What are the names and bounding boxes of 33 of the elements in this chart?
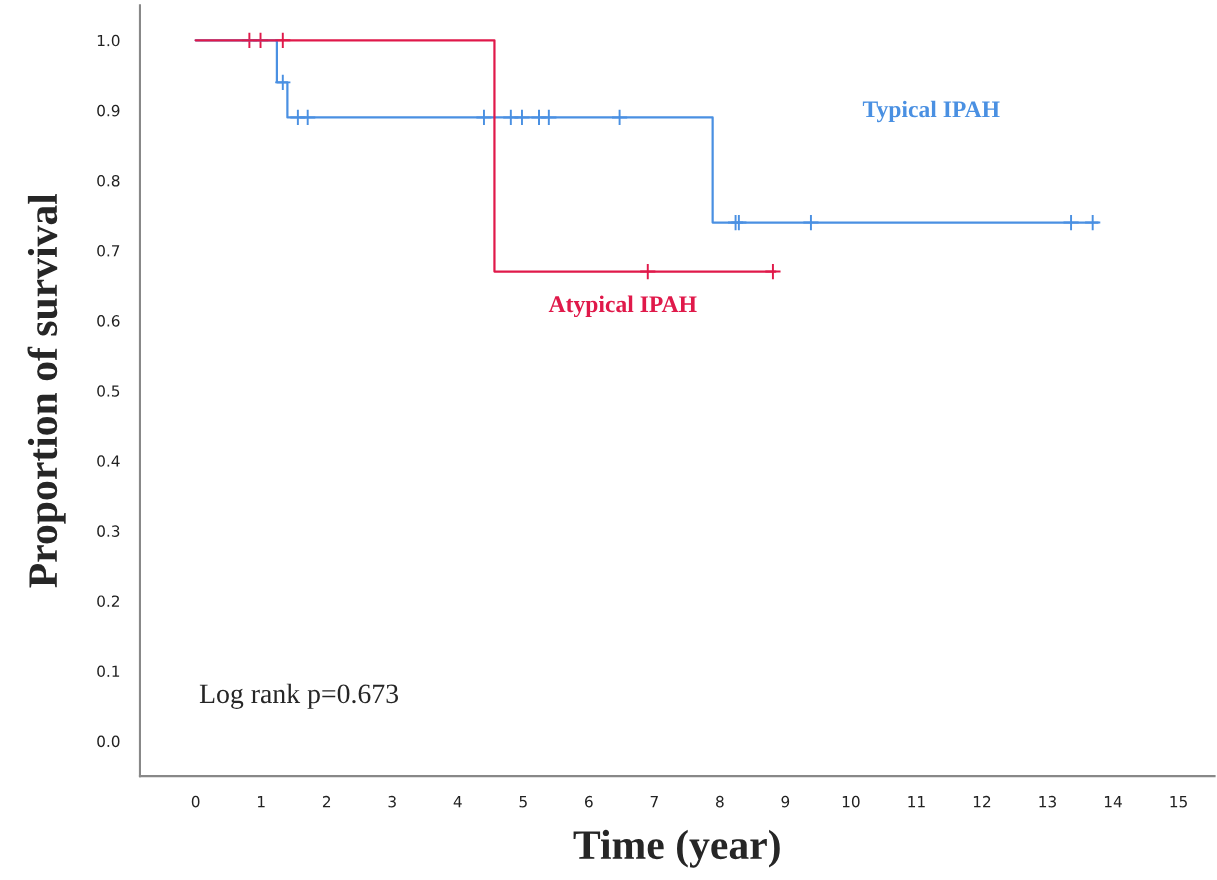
x-tick-label: 6 [585,795,593,808]
x-tick-label: 11 [908,796,925,808]
y-tick-label: 0.6 [97,315,120,327]
x-tick-label: 14 [1104,796,1122,808]
x-tick-label: 9 [781,795,790,808]
x-tick-label: 15 [1170,796,1187,808]
x-tick-label: 12 [973,795,991,808]
y-tick-label: 0.9 [97,104,120,117]
y-tick-label: 0.3 [97,525,120,537]
x-tick-label: 13 [1039,795,1056,808]
series-label: Atypical IPAH [548,295,697,318]
y-tick-label: 0.0 [97,735,120,748]
y-tick-label: 0.8 [97,174,120,187]
x-tick-label: 4 [453,796,462,808]
annotation: Log rank p=0.673 [199,683,399,709]
y-tick-label: 0.4 [97,455,120,467]
x-tick-label: 5 [519,796,527,808]
point [274,73,292,91]
y-tick-label: 0.1 [97,665,120,678]
y-tick-label: 0.2 [97,595,119,607]
y-tick-label: 1.0 [97,34,120,47]
x-tick-label: 8 [716,795,724,808]
y-tick-label: 0.5 [97,385,120,397]
x-tick-label: 7 [650,796,658,808]
x-tick-label: 2 [322,795,331,808]
text: Typical IPAH [862,100,1000,123]
x-tick-label: 0 [191,795,200,808]
x-tick-label: 10 [842,795,860,808]
x-tick-label: 3 [388,795,396,808]
x-axis-title: Time (year) [573,829,780,868]
x-tick-label: 1 [257,796,265,808]
y-tick-label: 0.7 [97,245,120,257]
y-axis-title: Proportion of survival [27,193,66,588]
